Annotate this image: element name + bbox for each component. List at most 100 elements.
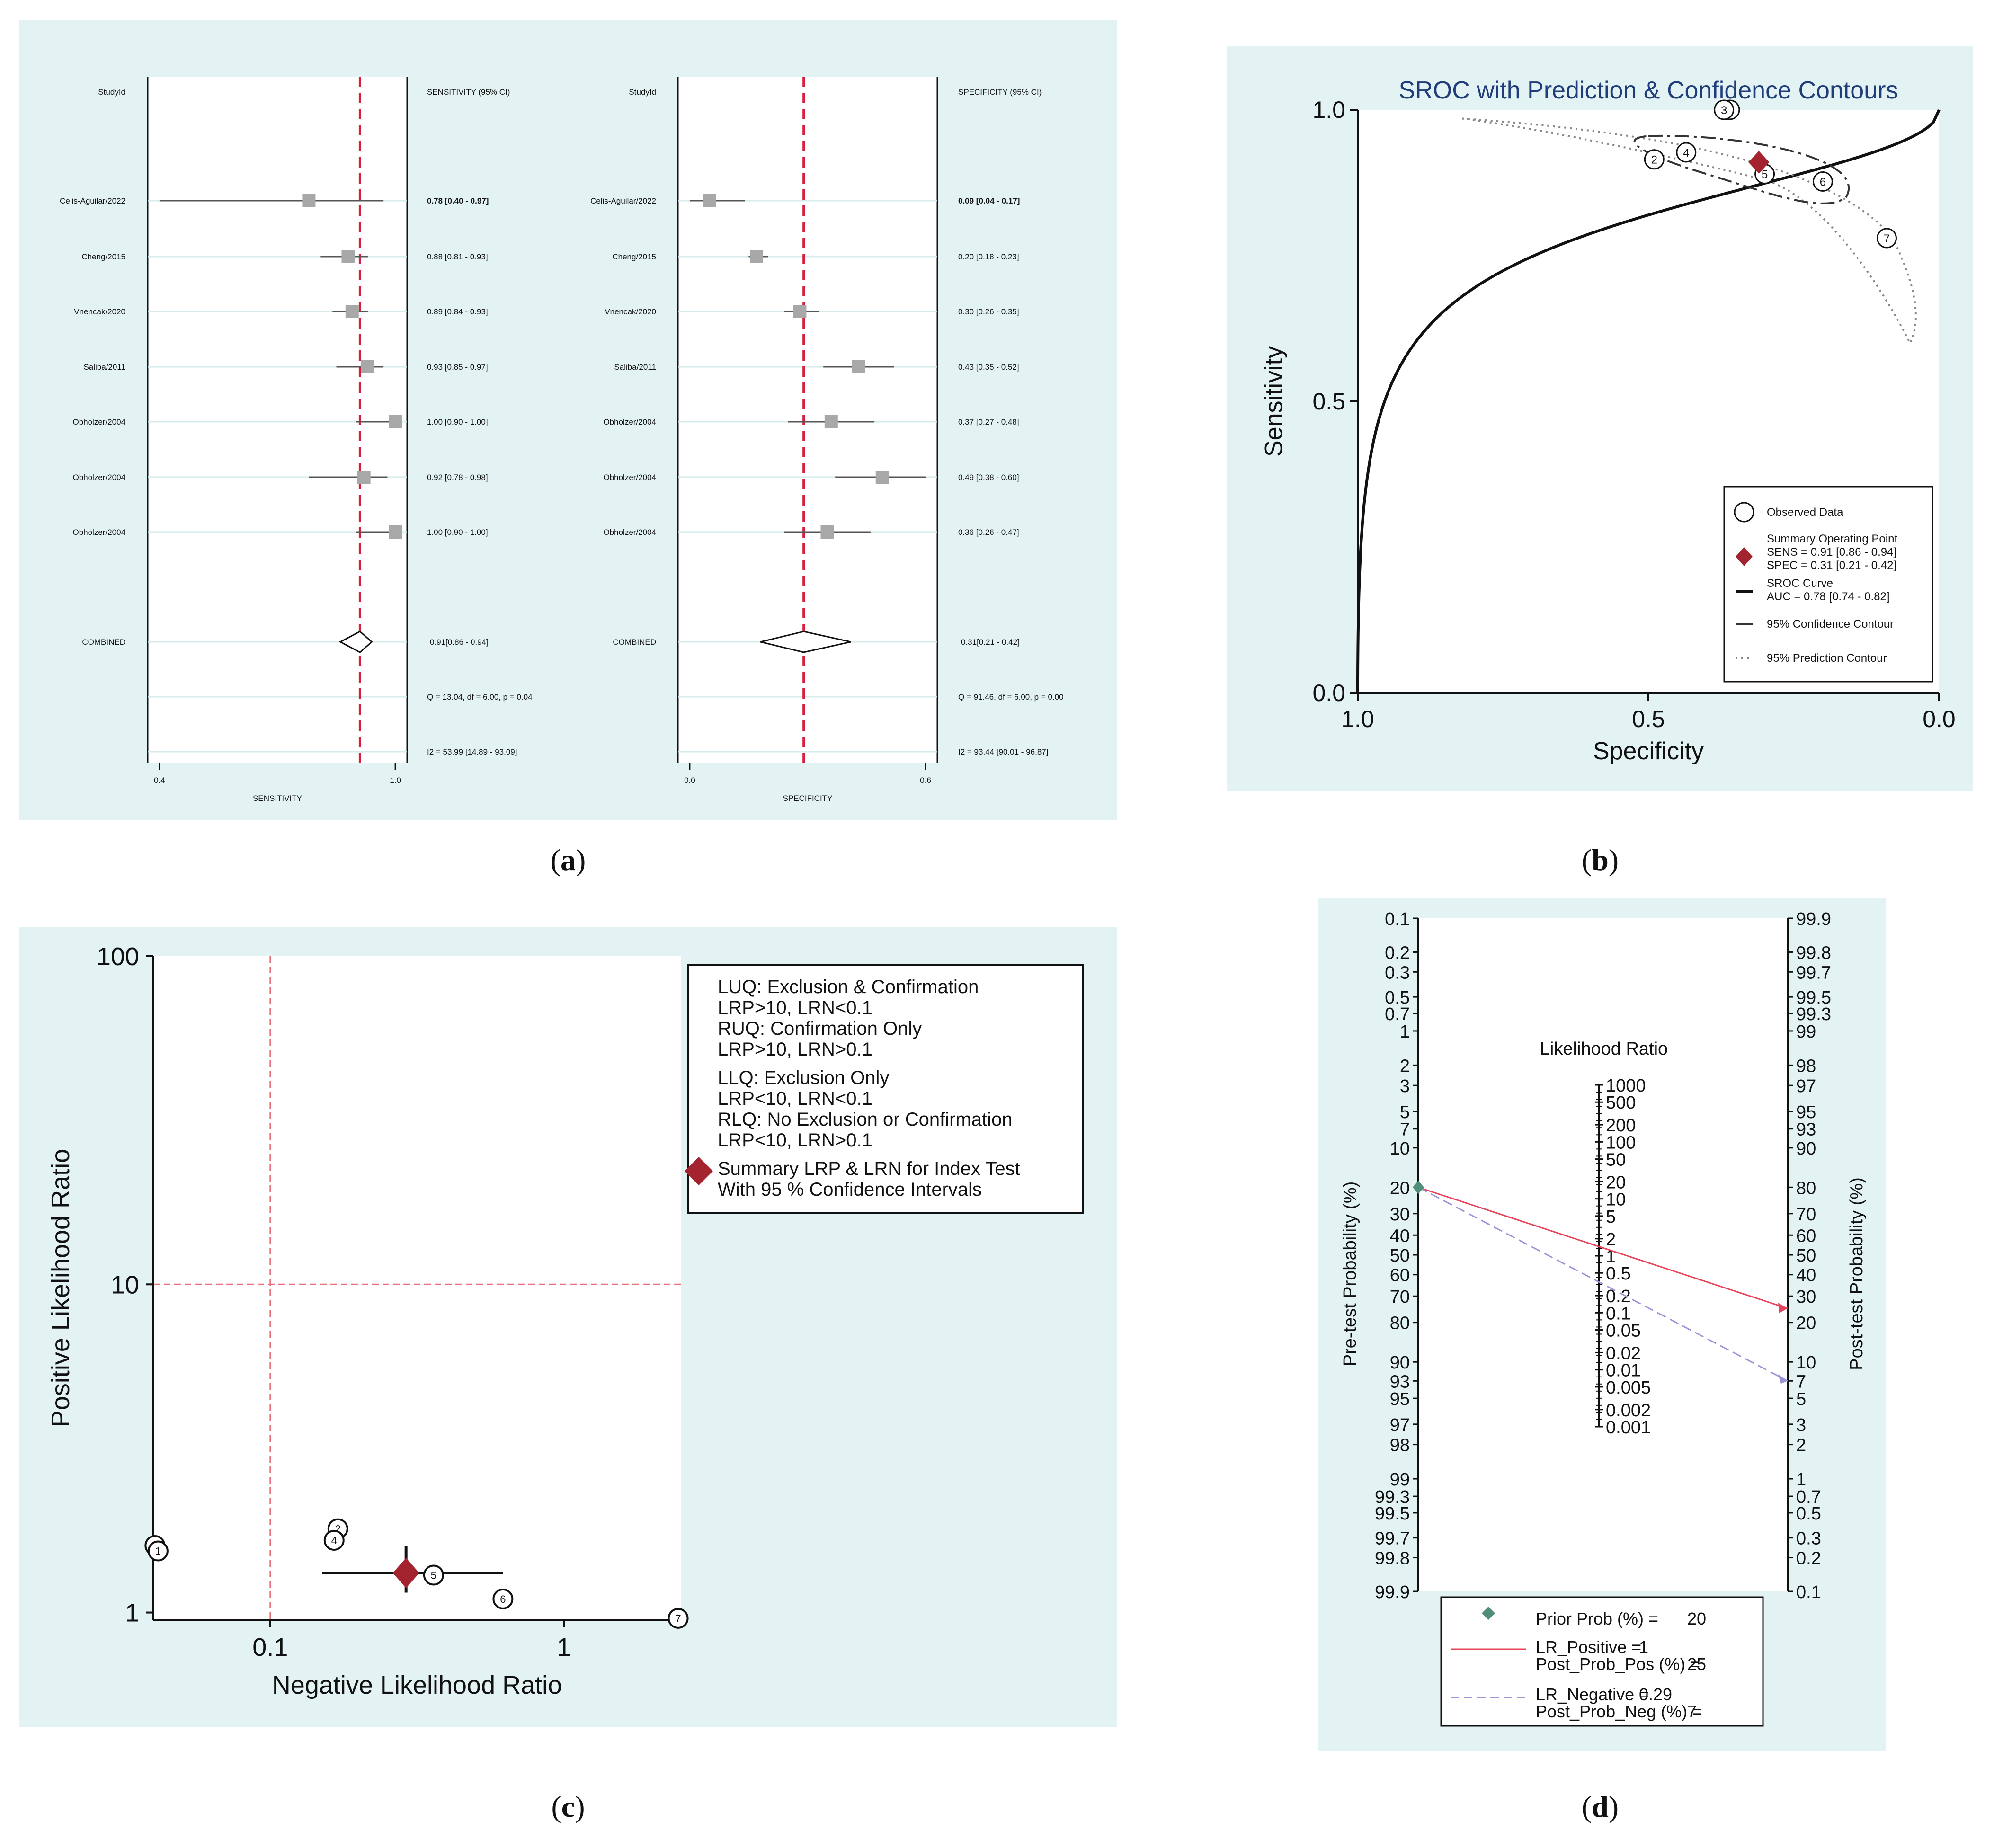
legend-summary-spec: SPEC = 0.31 [0.21 - 0.42] [1767, 559, 1896, 572]
post-test-tick-label: 0.1 [1796, 1582, 1821, 1602]
study-lr-point [423, 1564, 444, 1586]
pre-test-tick-label: 99.7 [1375, 1529, 1410, 1549]
sens-combined-value: 0.91[0.86 - 0.94] [430, 638, 489, 647]
spec-ci-value: 0.09 [0.04 - 0.17] [958, 196, 1020, 205]
panel-a-forest-plot: 0.4 1.0 SENSITIVITY StudyId SENSITIVITY (95%… [19, 20, 1117, 820]
lr-scale-tick-label: 10 [1606, 1190, 1626, 1210]
observed-study-point [1714, 99, 1735, 120]
lr-scale-tick-label: 500 [1606, 1093, 1636, 1113]
study-lr-label: 7 [675, 1613, 681, 1625]
sroc-title: SROC with Prediction & Confidence Contou… [1399, 77, 1898, 104]
legend-summary-title: Summary Operating Point [1767, 533, 1897, 545]
spec-ci-value: 0.36 [0.26 - 0.47] [958, 528, 1019, 537]
fagan-nomogram-svg: 0.10.20.30.50.71235710203040506070809093… [1340, 909, 1867, 1727]
legend-lr-pos-value: 1 [1639, 1637, 1648, 1657]
pre-test-tick-label: 7 [1400, 1120, 1410, 1140]
post-test-tick-label: 60 [1796, 1226, 1816, 1246]
sens-study-label: Vnencak/2020 [74, 307, 125, 316]
spec-study-label: Saliba/2011 [614, 363, 656, 372]
sens-ci-value: 1.00 [0.90 - 1.00] [427, 528, 488, 537]
post-test-tick-label: 80 [1796, 1178, 1816, 1198]
post-test-tick-label: 97 [1796, 1076, 1816, 1096]
caption-d: (d) [1581, 1790, 1619, 1823]
observed-study-label: 2 [1651, 154, 1657, 167]
sens-studyid-header: StudyId [98, 88, 125, 97]
sroc-x-axis-label: Specificity [1593, 737, 1704, 765]
spec-ci-value: 0.43 [0.35 - 0.52] [958, 363, 1019, 372]
observed-study-label: 6 [1820, 176, 1826, 189]
pre-test-tick-label: 5 [1400, 1102, 1410, 1122]
pre-test-tick-label: 93 [1390, 1372, 1410, 1392]
pre-test-tick-label: 99.3 [1375, 1487, 1410, 1507]
lr-x-tick-label: 0.1 [252, 1633, 288, 1661]
lr-legend-llq-title: LLQ: Exclusion Only [718, 1067, 889, 1088]
pre-test-tick-label: 20 [1390, 1178, 1410, 1198]
pre-test-tick-label: 0.2 [1385, 943, 1410, 963]
spec-combined-value: 0.31[0.21 - 0.42] [961, 638, 1020, 647]
lr-scale-tick-label: 20 [1606, 1173, 1626, 1192]
observed-study-label: 7 [1884, 232, 1890, 245]
spec-point-estimate [875, 471, 889, 484]
prior-probability-marker [1413, 1181, 1424, 1194]
post-test-tick-label: 99.8 [1796, 943, 1831, 963]
lr-legend-summary-sub: With 95 % Confidence Intervals [718, 1179, 982, 1200]
lr-legend-box [687, 964, 1084, 1214]
sroc-x-tick-label: 0.5 [1632, 706, 1665, 732]
spec-study-label: Celis-Aguilar/2022 [590, 196, 656, 205]
sens-study-label: Obholzer/2004 [72, 418, 125, 426]
legend-lr-neg-value: 0.29 [1639, 1685, 1672, 1704]
lr-x-tick-label: 1 [557, 1633, 571, 1661]
lr-legend-summary-icon [685, 1157, 713, 1185]
sroc-y-tick-label: 0.0 [1312, 680, 1345, 706]
lr-plot-area [153, 956, 681, 1620]
lr-legend-luq-title: LUQ: Exclusion & Confirmation [718, 977, 979, 997]
pre-test-tick-label: 60 [1390, 1266, 1410, 1286]
pre-test-tick-label: 99.9 [1375, 1582, 1410, 1602]
sens-ci-value: 0.88 [0.81 - 0.93] [427, 252, 488, 261]
post-test-tick-label: 90 [1796, 1139, 1816, 1159]
post-test-tick-label: 3 [1796, 1415, 1806, 1435]
pre-test-axis-label: Pre-test Probability (%) [1340, 1182, 1360, 1367]
post-test-tick-label: 20 [1796, 1314, 1816, 1333]
lr-legend-rlq-rule: LRP<10, LRN>0.1 [718, 1130, 872, 1151]
lr-scale-tick-label: 0.1 [1606, 1304, 1631, 1324]
study-lr-point [492, 1588, 514, 1609]
observed-study-label: 5 [1762, 169, 1768, 181]
sens-plot-area [148, 77, 407, 763]
legend-lr-pos-label: LR_Positive = [1536, 1637, 1641, 1657]
lr-scale-tick-label: 0.005 [1606, 1378, 1651, 1398]
lr-scale-tick-label: 100 [1606, 1133, 1636, 1153]
post-test-tick-label: 1 [1796, 1470, 1806, 1490]
legend-observed-label: Observed Data [1767, 506, 1843, 519]
lr-scale-tick-label: 200 [1606, 1116, 1636, 1136]
panel-d-fagan-nomogram: 0.1 0.2 0.3 0.5 0.7 1 2 3 5 7 10 20 30 40 50 60 70 80 90 93… [1318, 898, 1886, 1751]
likelihood-scatter-svg: 0.1 1 1 10 100 Negative Likelihood Ratio Posit… [46, 942, 1084, 1699]
sens-combined-label: COMBINED [82, 638, 125, 647]
lr-scale-tick-label: 0.5 [1606, 1264, 1631, 1284]
observed-study-label: 4 [1683, 147, 1689, 160]
spec-x-tick-label: 0.0 [684, 776, 695, 785]
pre-test-tick-label: 90 [1390, 1353, 1410, 1373]
sens-ci-value: 0.89 [0.84 - 0.93] [427, 307, 488, 316]
sens-point-estimate [357, 471, 371, 484]
lr-legend-ruq-title: RUQ: Confirmation Only [718, 1018, 922, 1039]
pre-test-tick-label: 70 [1390, 1287, 1410, 1307]
spec-point-estimate [750, 250, 764, 263]
legend-prior-label: Prior Prob (%) = [1536, 1609, 1658, 1628]
sens-study-label: Obholzer/2004 [72, 473, 125, 482]
pre-test-tick-label: 99 [1390, 1470, 1410, 1490]
observed-study-point [1812, 171, 1833, 192]
spec-study-label: Obholzer/2004 [603, 418, 656, 426]
post-test-tick-label: 99.7 [1796, 963, 1831, 983]
positive-lr-line [1418, 1186, 1788, 1309]
pre-test-tick-label: 97 [1390, 1415, 1410, 1435]
observed-study-point [1876, 228, 1897, 249]
study-lr-point [323, 1529, 345, 1551]
sroc-plot-svg: SROC with Prediction & Confidence Contou… [1260, 77, 1956, 765]
lr-scale-tick-label: 0.002 [1606, 1401, 1651, 1421]
post-test-tick-label: 2 [1796, 1436, 1806, 1456]
sens-study-label: Cheng/2015 [81, 252, 125, 261]
legend-prediction-label: 95% Prediction Contour [1767, 652, 1887, 665]
lr-y-tick-label: 1 [125, 1599, 139, 1627]
study-lr-label: 4 [331, 1535, 337, 1546]
